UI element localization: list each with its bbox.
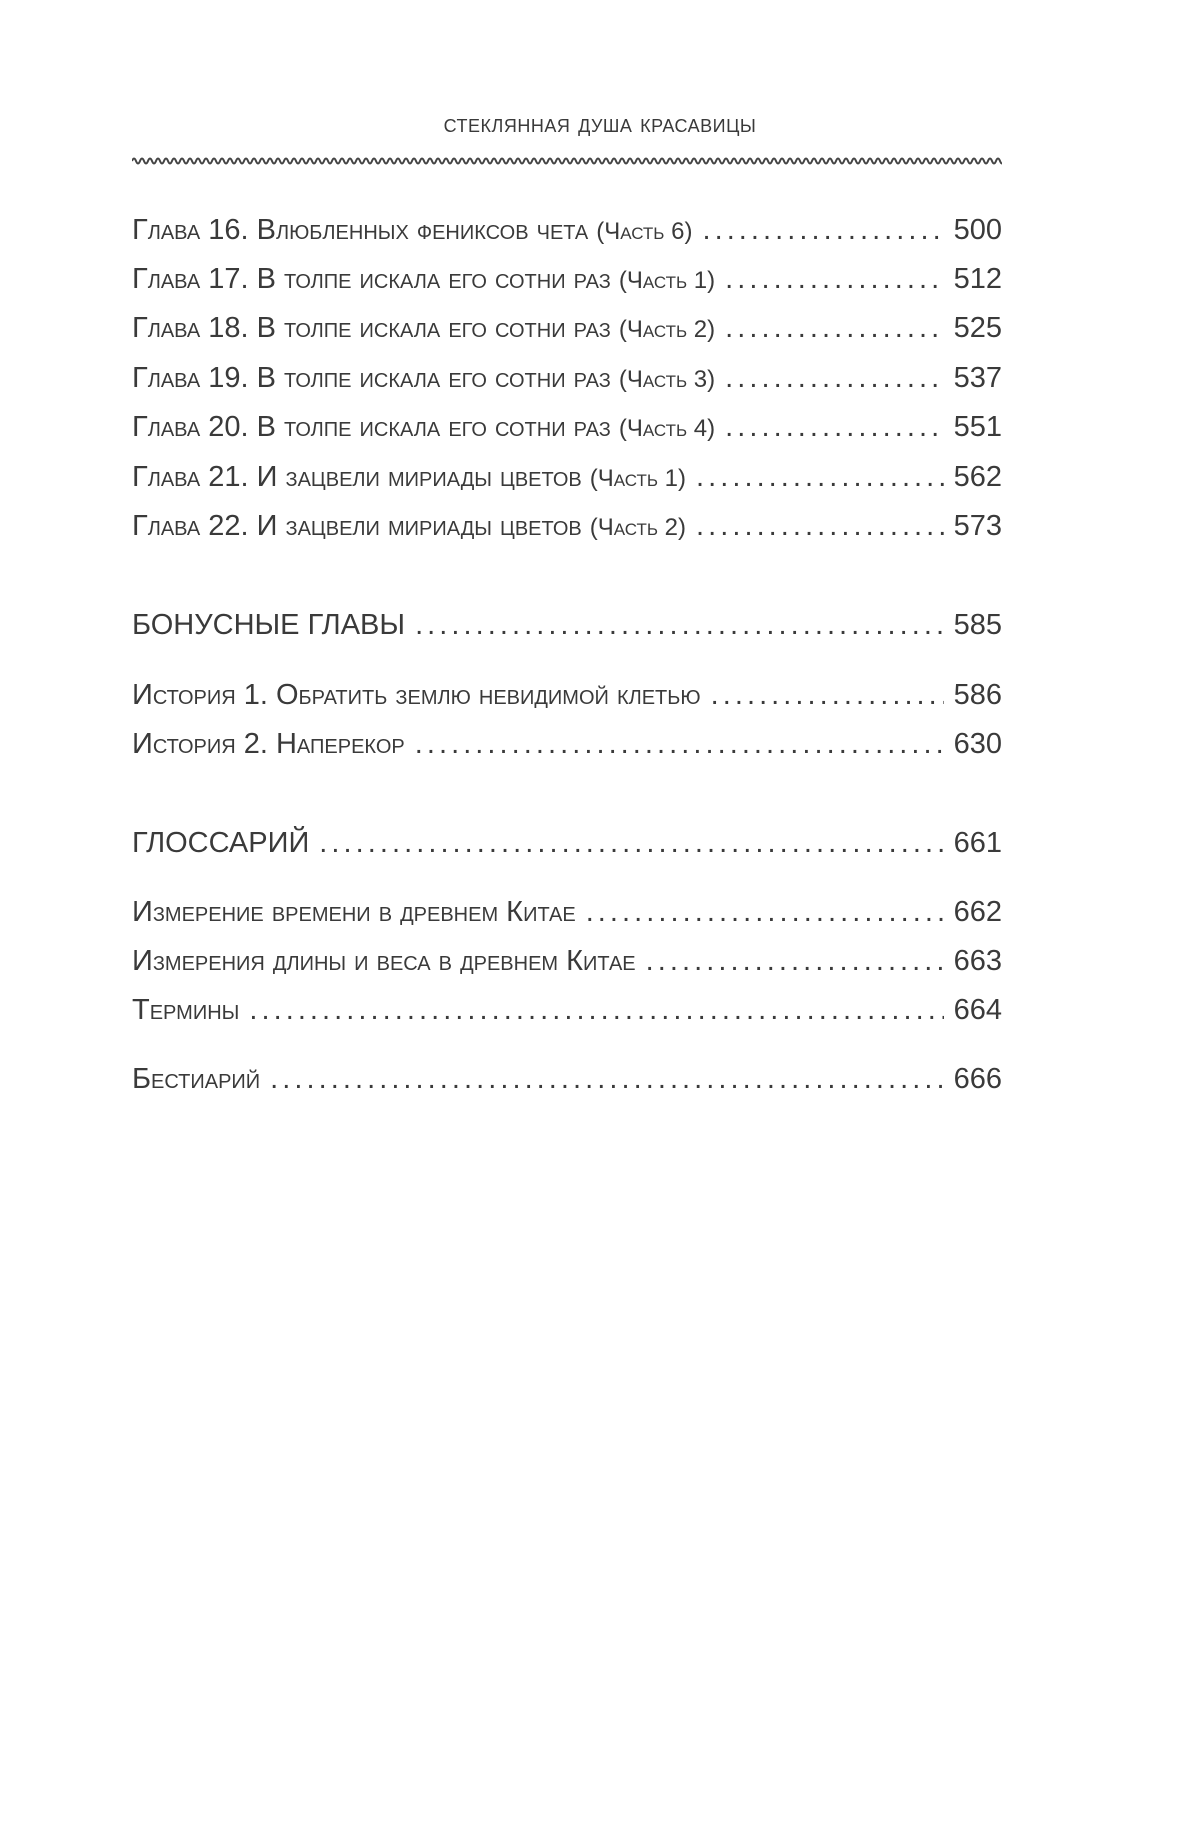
toc-section-glossary[interactable]: ГЛОССАРИЙ 661 [132,825,1002,861]
toc-chapter-entry[interactable]: Глава 16. Влюбленных фениксов чета (Част… [132,212,1002,250]
dot-leader [586,894,944,930]
toc-glossary-entry[interactable]: Измерение времени в древнем Китае 662 [132,894,1002,930]
dot-leader [711,677,944,713]
toc-glossary-entry[interactable]: Измерения длины и веса в древнем Китае 66… [132,943,1002,979]
entry-part: (Часть 1) [589,465,686,492]
entry-title: Глава 19. В толпе искала его сотни раз [132,362,611,394]
entry-part: (Часть 2) [618,316,716,343]
entry-title: Глава 20. В толпе искала его сотни раз [132,411,611,443]
dot-leader [319,825,943,861]
toc-chapter-entry[interactable]: Глава 17. В толпе искала его сотни раз (… [132,261,1002,299]
dot-leader [415,607,944,643]
entry-part: (Часть 4) [618,415,716,442]
toc-bestiary-entry[interactable]: Бестиарий 666 [132,1061,1002,1097]
entry-page: 525 [953,312,1002,344]
entry-title: БОНУСНЫЕ ГЛАВЫ [132,609,406,641]
toc-chapter-entry[interactable]: Глава 20. В толпе искала его сотни раз (… [132,409,1002,447]
entry-title: Глава 16. Влюбленных фениксов чета [132,214,589,246]
dot-leader [646,943,944,979]
dot-leader [696,508,944,544]
entry-page: 666 [953,1063,1002,1095]
entry-title: Глава 18. В толпе искала его сотни раз [132,312,611,344]
entry-title: Измерение времени в древнем Китае [132,896,576,928]
entry-page: 537 [953,362,1002,394]
entry-page: 573 [953,510,1002,542]
wavy-divider [132,157,1002,165]
entry-page: 661 [953,827,1002,859]
dot-leader [415,726,944,762]
entry-title: Термины [132,994,240,1026]
entry-title: История 2. Наперекор [132,728,405,760]
toc-bonus-entry[interactable]: История 2. Наперекор 630 [132,726,1002,762]
entry-page: 586 [953,679,1002,711]
entry-part: (Часть 3) [618,366,716,393]
dot-leader [270,1061,943,1097]
entry-page: 562 [953,461,1002,493]
entry-page: 585 [953,609,1002,641]
entry-title: Измерения длины и веса в древнем Китае [132,945,636,977]
entry-page: 662 [953,896,1002,928]
entry-page: 512 [953,263,1002,295]
dot-leader [702,212,943,248]
dot-leader [696,459,944,495]
entry-page: 630 [953,728,1002,760]
toc-chapter-entry[interactable]: Глава 21. И зацвели мириады цветов (Част… [132,459,1002,497]
toc-bonus-entry[interactable]: История 1. Обратить землю невидимой клет… [132,677,1002,713]
toc-chapter-entry[interactable]: Глава 22. И зацвели мириады цветов (Част… [132,508,1002,546]
entry-page: 500 [953,214,1002,246]
entry-part: (Часть 2) [589,514,686,541]
dot-leader [249,992,943,1028]
entry-page: 664 [953,994,1002,1026]
running-header: Стеклянная душа красавицы [443,108,757,138]
entry-part: (Часть 6) [596,218,693,245]
entry-title: ГЛОССАРИЙ [132,827,310,859]
entry-title: Глава 17. В толпе искала его сотни раз [132,263,611,295]
dot-leader [725,409,943,445]
entry-title: Бестиарий [132,1063,261,1095]
entry-title: Глава 21. И зацвели мириады цветов [132,461,582,493]
dot-leader [725,261,943,297]
toc-chapter-entry[interactable]: Глава 19. В толпе искала его сотни раз (… [132,360,1002,398]
toc-chapter-entry[interactable]: Глава 18. В толпе искала его сотни раз (… [132,310,1002,348]
dot-leader [725,310,943,346]
toc-glossary-entry[interactable]: Термины 664 [132,992,1002,1028]
entry-title: Глава 22. И зацвели мириады цветов [132,510,582,542]
toc-section-bonus[interactable]: БОНУСНЫЕ ГЛАВЫ 585 [132,607,1002,643]
entry-page: 551 [953,411,1002,443]
dot-leader [725,360,943,396]
entry-page: 663 [953,945,1002,977]
entry-title: История 1. Обратить землю невидимой клет… [132,679,701,711]
entry-part: (Часть 1) [618,267,716,294]
